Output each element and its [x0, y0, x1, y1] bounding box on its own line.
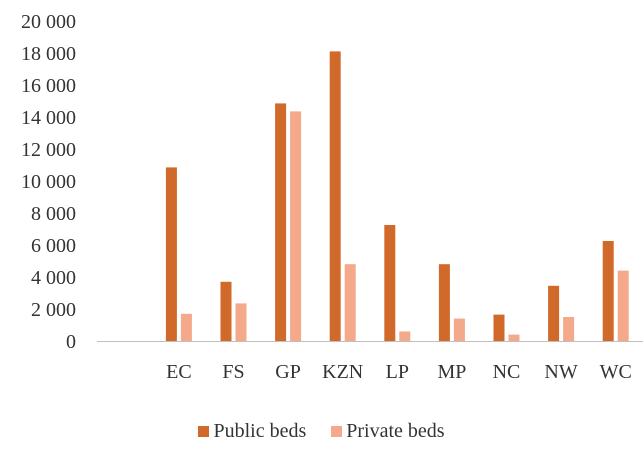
bar-private-beds-wc [617, 270, 629, 341]
y-tick-label: 6 000 [31, 235, 76, 257]
x-tick-label-nc: NC [493, 361, 521, 383]
bar-private-beds-nc [508, 334, 520, 341]
y-tick-label: 20 000 [21, 11, 76, 33]
bar-private-beds-nw [563, 317, 575, 341]
x-tick-label-gp: GP [275, 361, 301, 383]
x-tick-label-wc: WC [600, 361, 632, 383]
legend-label-public-beds: Public beds [213, 420, 307, 442]
x-tick-label-nw: NW [544, 361, 577, 383]
legend-swatch-private-beds [331, 426, 343, 437]
legend-item-private-beds: Private beds [331, 420, 445, 443]
x-tick-label-mp: MP [437, 361, 466, 383]
y-tick-label: 10 000 [21, 171, 76, 193]
legend-swatch-public-beds [198, 426, 210, 437]
y-axis-ticks: 0 2 000 4 000 6 000 8 000 10 000 12 000 14 000 1… [21, 11, 76, 353]
y-tick-label: 8 000 [31, 203, 76, 225]
bar-private-beds-fs [235, 303, 247, 341]
bar-public-beds-nw [548, 285, 560, 341]
x-tick-label-ec: EC [166, 361, 192, 383]
x-tick-label-kzn: KZN [322, 361, 363, 383]
bar-public-beds-mp [438, 264, 450, 341]
bars [165, 51, 629, 342]
bar-public-beds-fs [220, 281, 232, 341]
x-tick-label-fs: FS [222, 361, 244, 383]
legend-item-public-beds: Public beds [198, 420, 306, 443]
y-tick-label: 12 000 [21, 139, 76, 161]
y-tick-label: 14 000 [21, 107, 76, 129]
bar-public-beds-gp [275, 103, 287, 342]
bar-public-beds-ec [165, 167, 177, 341]
x-axis-ticks: EC FS GP KZN LP MP NC NW WC [166, 361, 632, 383]
bar-public-beds-lp [384, 225, 396, 341]
y-tick-label: 4 000 [31, 267, 76, 289]
y-tick-label: 2 000 [31, 299, 76, 321]
y-tick-label: 0 [66, 331, 76, 353]
bar-private-beds-lp [399, 331, 411, 341]
bar-private-beds-mp [453, 318, 465, 341]
legend-label-private-beds: Private beds [346, 420, 445, 442]
bar-private-beds-kzn [344, 264, 356, 341]
x-tick-label-lp: LP [386, 361, 409, 383]
y-tick-label: 16 000 [21, 75, 76, 97]
bar-private-beds-ec [180, 313, 192, 341]
legend: Public beds Private beds [0, 420, 643, 443]
bar-public-beds-wc [602, 241, 614, 341]
bar-public-beds-nc [493, 314, 505, 341]
bar-public-beds-kzn [329, 51, 341, 342]
y-tick-label: 18 000 [21, 43, 76, 65]
bar-private-beds-gp [290, 111, 302, 342]
